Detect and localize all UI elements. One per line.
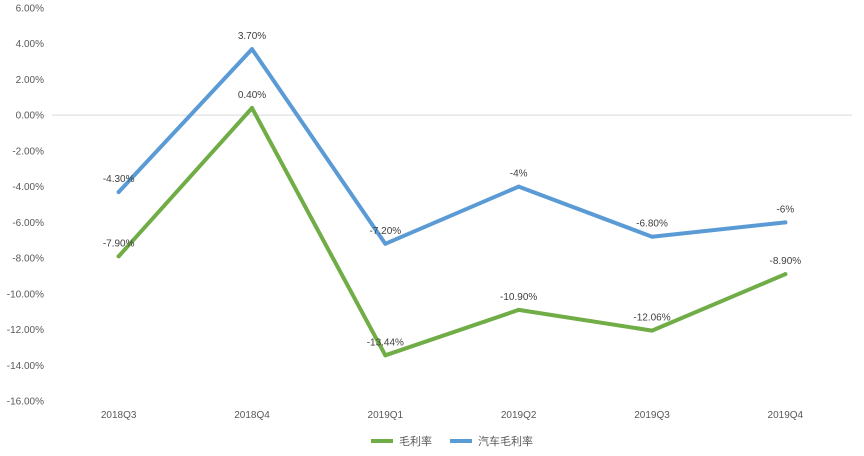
x-tick-label: 2019Q1 — [368, 410, 404, 421]
y-tick-label: -4.00% — [12, 182, 44, 193]
data-label: -12.06% — [633, 313, 670, 324]
data-point — [250, 47, 254, 52]
data-labels: -7.90% 0.40% -13.44% -10.90% -12.06% -8.90% -4… — [103, 31, 801, 348]
y-tick-label: -10.00% — [7, 289, 44, 300]
data-point — [116, 254, 121, 259]
data-label: 3.70% — [238, 31, 266, 42]
legend-label: 汽车毛利率 — [478, 434, 533, 448]
y-tick-label: -14.00% — [7, 361, 44, 372]
x-tick-label: 2019Q2 — [501, 410, 537, 421]
data-label: 0.40% — [238, 90, 266, 101]
data-label: -8.90% — [769, 256, 801, 267]
series-line-2 — [116, 47, 788, 246]
x-tick-label: 2018Q3 — [101, 410, 137, 421]
data-point — [116, 189, 121, 194]
y-tick-label: -12.00% — [7, 325, 44, 336]
y-tick-label: -16.00% — [7, 397, 44, 408]
data-point — [650, 234, 654, 239]
legend-label: 毛利率 — [399, 434, 432, 448]
y-tick-label: 0.00% — [16, 111, 44, 122]
series-lines — [116, 47, 788, 358]
data-point — [650, 328, 654, 333]
y-tick-label: 6.00% — [16, 4, 44, 15]
data-point — [783, 220, 788, 225]
data-label: -7.20% — [369, 226, 401, 237]
y-tick-label: -6.00% — [12, 218, 44, 229]
data-label: -13.44% — [367, 337, 404, 348]
data-label: -4.30% — [103, 174, 135, 185]
data-label: -4% — [510, 169, 528, 180]
series-line-1 — [116, 106, 788, 358]
x-axis: 2018Q3 2018Q4 2019Q1 2019Q2 2019Q3 2019Q4 — [101, 410, 804, 421]
data-point — [516, 184, 521, 189]
data-point — [516, 307, 521, 312]
x-tick-label: 2018Q4 — [234, 410, 270, 421]
data-point — [783, 272, 788, 277]
data-point — [383, 241, 388, 246]
y-tick-label: -2.00% — [12, 146, 44, 157]
legend: 毛利率 汽车毛利率 — [371, 434, 533, 448]
data-label: -10.90% — [500, 292, 537, 303]
x-tick-label: 2019Q4 — [768, 410, 804, 421]
data-label: -7.90% — [103, 238, 135, 249]
data-label: -6% — [776, 204, 794, 215]
data-label: -6.80% — [636, 219, 668, 230]
x-tick-label: 2019Q3 — [634, 410, 670, 421]
y-tick-label: 2.00% — [16, 75, 44, 86]
data-point — [383, 353, 388, 358]
y-tick-label: -8.00% — [12, 254, 44, 265]
data-point — [250, 106, 254, 111]
y-axis: 6.00% 4.00% 2.00% 0.00% -2.00% -4.00% -6.00% -8… — [7, 4, 852, 408]
y-tick-label: 4.00% — [16, 39, 44, 50]
